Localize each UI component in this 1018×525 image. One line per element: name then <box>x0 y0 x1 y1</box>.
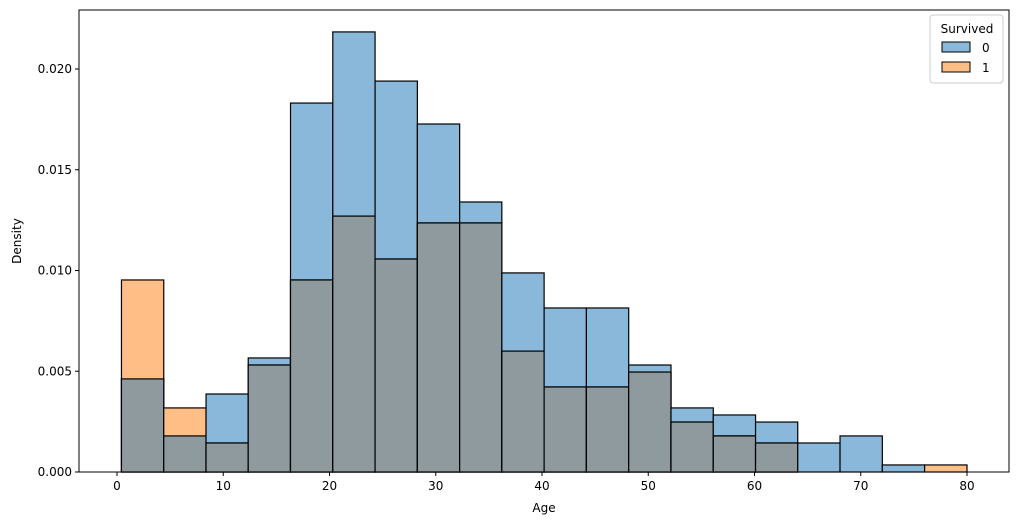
bar-overlap <box>712 435 757 473</box>
y-tick-label: 0.005 <box>38 364 72 378</box>
legend-label: 0 <box>982 41 990 55</box>
bar-overlap <box>120 378 165 473</box>
x-tick-label: 30 <box>428 479 443 493</box>
legend-label: 1 <box>982 61 990 75</box>
bar-survived-1 <box>924 464 968 473</box>
bar-overlap <box>628 371 672 473</box>
bar-overlap <box>416 222 461 473</box>
bar-overlap <box>332 215 376 473</box>
bar-overlap <box>543 386 588 473</box>
plot-frame <box>78 9 1010 473</box>
bar-survived-0 <box>881 464 926 473</box>
bar-overlap <box>754 442 799 473</box>
legend: Survived 0 1 <box>929 14 1004 84</box>
x-tick-label: 0 <box>113 479 121 493</box>
y-axis-label: Density <box>10 218 24 264</box>
bar-overlap <box>501 350 545 473</box>
bar-overlap <box>205 442 249 473</box>
bar-overlap <box>459 222 503 473</box>
bar-overlap <box>374 258 418 473</box>
x-tick-label: 80 <box>959 479 974 493</box>
x-tick-label: 60 <box>747 479 762 493</box>
legend-title: Survived <box>941 22 994 36</box>
bar-overlap <box>289 279 334 473</box>
bar-overlap <box>247 364 292 473</box>
bar-overlap <box>670 421 714 473</box>
y-tick-label: 0.020 <box>38 62 72 76</box>
x-tick-label: 70 <box>853 479 868 493</box>
y-tick-label: 0.010 <box>38 264 72 278</box>
bar-survived-0 <box>797 442 841 473</box>
x-tick-label: 20 <box>322 479 337 493</box>
bar-overlap <box>585 386 630 473</box>
x-tick-label: 40 <box>534 479 549 493</box>
y-tick-label: 0.015 <box>38 163 72 177</box>
x-tick-label: 10 <box>216 479 231 493</box>
bar-overlap <box>163 435 207 473</box>
bar-survived-0 <box>839 435 883 473</box>
y-tick-label: 0.000 <box>38 465 72 479</box>
legend-swatch-1 <box>941 61 971 73</box>
legend-swatch-0 <box>941 41 971 53</box>
x-axis-label: Age <box>532 501 555 515</box>
x-tick-label: 50 <box>641 479 656 493</box>
